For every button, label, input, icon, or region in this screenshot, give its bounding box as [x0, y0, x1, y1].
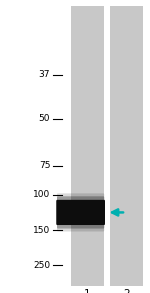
- Text: 150: 150: [33, 226, 50, 234]
- Bar: [110, 6, 143, 286]
- Text: 1: 1: [84, 289, 90, 293]
- Bar: [70, 6, 104, 286]
- Text: 2: 2: [123, 289, 130, 293]
- FancyBboxPatch shape: [57, 196, 104, 229]
- Text: 75: 75: [39, 161, 50, 170]
- Text: 50: 50: [39, 114, 50, 123]
- FancyBboxPatch shape: [57, 193, 104, 231]
- Text: 250: 250: [33, 261, 50, 270]
- FancyBboxPatch shape: [56, 200, 105, 225]
- Text: 100: 100: [33, 190, 50, 199]
- Text: 37: 37: [39, 70, 50, 79]
